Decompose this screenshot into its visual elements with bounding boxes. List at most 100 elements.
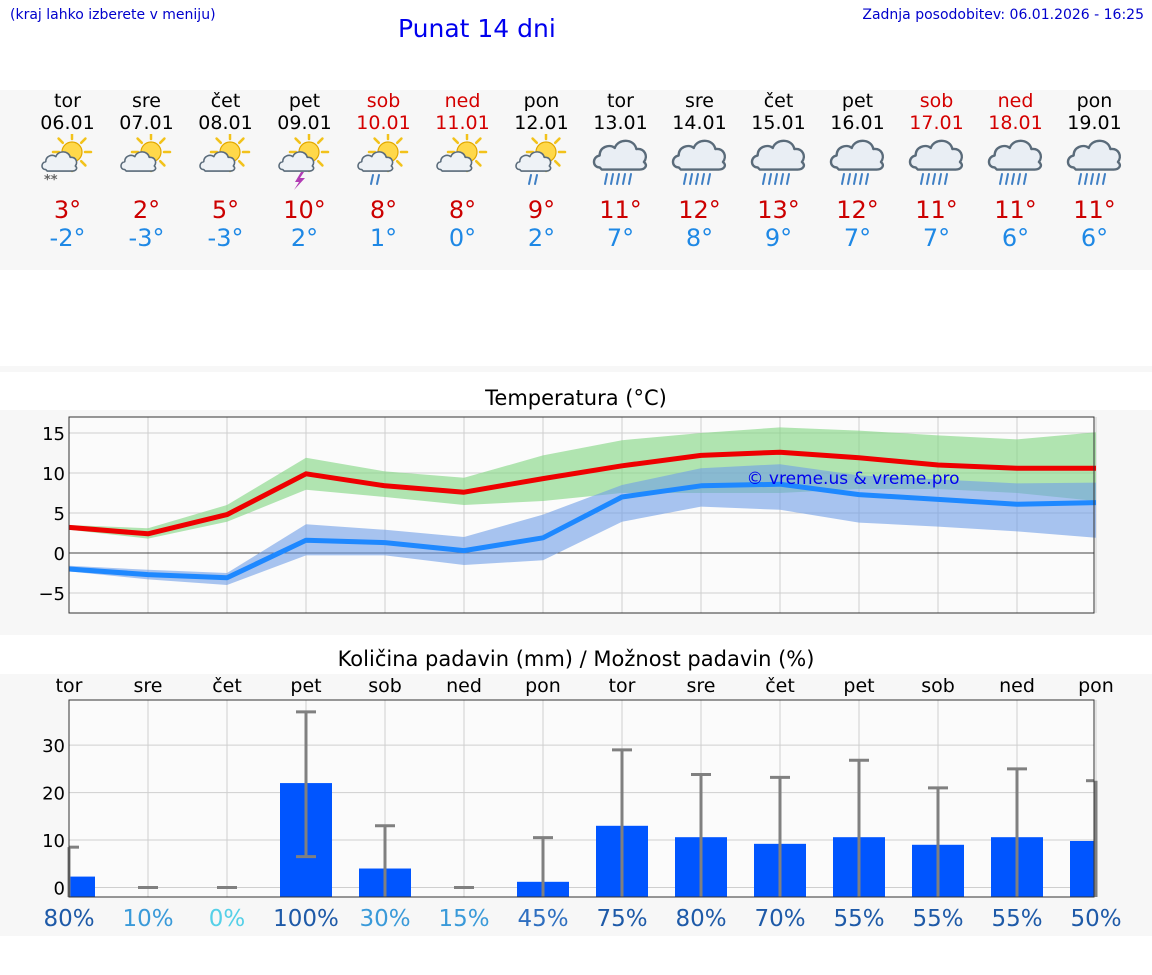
min-temperature: 1° (369, 224, 398, 252)
x-tick-label: sre (687, 675, 716, 697)
cloud-shape (357, 151, 394, 172)
max-temperature: 8° (369, 196, 398, 224)
precipitation-chart-title: Količina padavin (mm) / Možnost padavin … (337, 647, 815, 671)
day-name: sre (132, 90, 161, 112)
max-temperature: 3° (53, 196, 82, 224)
separator-band (0, 366, 1152, 372)
rain-drops (370, 174, 380, 185)
daily-forecast-panel: tor 06.01 ** 3° -2° sre 07.01 2° -3° čet 08.01 5° -3… (0, 90, 1152, 270)
precipitation-bar (1070, 840, 1094, 897)
min-temperature: -3° (207, 224, 244, 252)
cloud-shape (908, 139, 964, 171)
x-tick-label: sob (921, 675, 955, 697)
last-update: Zadnja posodobitev: 06.01.2026 - 16:25 (862, 7, 1144, 23)
cloud-shape (592, 139, 648, 171)
location-hint: (kraj lahko izberete v meniju) (10, 7, 216, 23)
max-temperature: 11° (915, 196, 958, 224)
precipitation-chart: 0 10 20 30 tor sre čet pet sob ned pon tor sre čet pet… (42, 675, 1121, 932)
max-temperature: 12° (678, 196, 721, 224)
x-tick-label: tor (609, 675, 636, 697)
cloud-shape (750, 139, 806, 171)
min-temperature: 7° (843, 224, 872, 252)
cloud-rain-icon (750, 139, 806, 185)
min-temperature: -3° (128, 224, 165, 252)
day-date: 11.01 (435, 112, 490, 134)
day-date: 10.01 (356, 112, 411, 134)
precipitation-probability: 75% (596, 906, 647, 932)
day-date: 17.01 (909, 112, 964, 134)
day-date: 08.01 (198, 112, 253, 134)
precipitation-probability: 0% (209, 906, 246, 932)
day-name: ned (444, 90, 481, 112)
x-tick-label: pon (525, 675, 561, 697)
sun-cloud-icon (199, 134, 251, 173)
watermark: © vreme.us & vreme.pro (746, 469, 959, 489)
x-tick-label: sob (368, 675, 402, 697)
y-tick-label: 5 (54, 504, 65, 525)
sun-cloud-icon (436, 134, 488, 173)
rain-drops (528, 174, 538, 185)
x-tick-label: sre (134, 675, 163, 697)
day-name: ned (997, 90, 1034, 112)
precipitation-probability: 55% (833, 906, 884, 932)
day-name: pon (1076, 90, 1113, 112)
rain-drops (920, 173, 948, 185)
day-date: 16.01 (830, 112, 885, 134)
x-tick-label: pet (843, 675, 874, 697)
precipitation-bar (69, 876, 95, 897)
max-temperature-line (68, 449, 1096, 537)
day-name: čet (763, 90, 794, 112)
cloud-shape (199, 151, 236, 172)
y-tick-label: 0 (54, 544, 65, 565)
y-tick-label: 10 (42, 831, 65, 852)
sun-cloud-thunder-icon (278, 134, 330, 190)
day-date: 19.01 (1067, 112, 1122, 134)
day-name: sob (919, 90, 954, 112)
x-tick-label: tor (56, 675, 83, 697)
day-name: tor (54, 90, 81, 112)
day-name: sob (366, 90, 401, 112)
cloud-rain-icon (829, 139, 885, 185)
page-title: Punat 14 dni (398, 14, 556, 43)
sun-cloud-icon (120, 134, 172, 173)
y-tick-label: 15 (42, 424, 65, 445)
cloud-shape (120, 151, 157, 172)
day-name: pet (841, 90, 874, 112)
min-temperature: 9° (764, 224, 793, 252)
max-temperature: 12° (836, 196, 879, 224)
rain-drops (604, 173, 632, 185)
min-temperature: 6° (1001, 224, 1030, 252)
max-temperature: 11° (1073, 196, 1116, 224)
max-temperature: 9° (527, 196, 556, 224)
cloud-shape (41, 151, 78, 172)
plot-frame (68, 416, 1095, 614)
cloud-shape (1066, 139, 1122, 171)
day-name: pet (288, 90, 321, 112)
cloud-shape (436, 151, 473, 172)
precipitation-probability: 70% (754, 906, 805, 932)
max-temperature: 10° (283, 196, 326, 224)
precipitation-probability: 80% (675, 906, 726, 932)
precipitation-probability: 15% (438, 906, 489, 932)
max-temperature: 11° (994, 196, 1037, 224)
y-tick-label: 30 (42, 736, 65, 757)
day-date: 07.01 (119, 112, 174, 134)
day-date: 13.01 (593, 112, 648, 134)
x-tick-label: pon (1078, 675, 1114, 697)
cloud-shape (987, 139, 1043, 171)
temperature-chart: −5 0 5 10 15 © vreme.us & vreme.pro (38, 416, 1097, 614)
precipitation-probability: 10% (122, 906, 173, 932)
min-temperature: 7° (606, 224, 635, 252)
x-tick-label: čet (212, 675, 242, 697)
cloud-rain-icon (592, 139, 648, 185)
y-tick-label: 10 (42, 464, 65, 485)
max-temperature: 13° (757, 196, 800, 224)
sun-cloud-rain-icon (357, 134, 409, 185)
day-date: 06.01 (40, 112, 95, 134)
cloud-rain-icon (1066, 139, 1122, 185)
y-tick-label: 20 (42, 784, 65, 805)
cloud-shape (671, 139, 727, 171)
day-name: tor (607, 90, 634, 112)
rain-drops (683, 173, 711, 185)
rain-drops (841, 173, 869, 185)
